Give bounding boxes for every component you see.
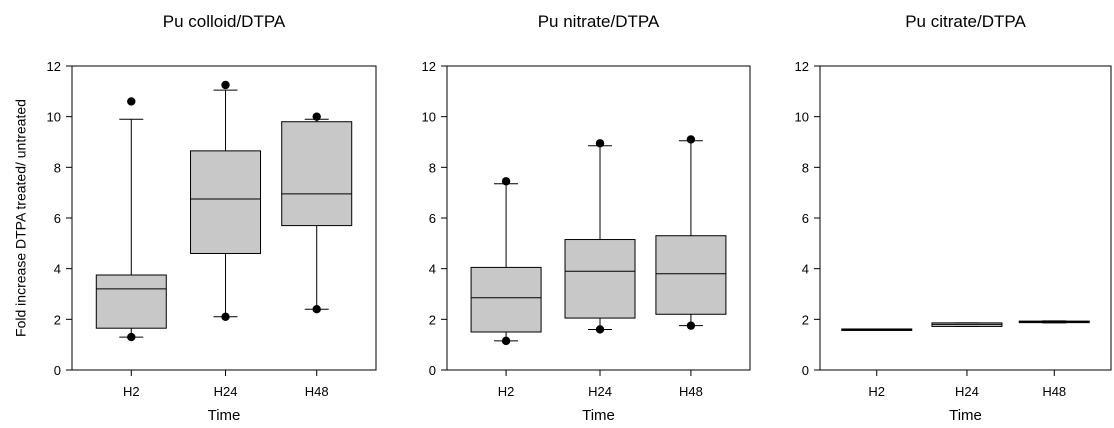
box-h24 — [564, 139, 636, 334]
y-axis-label: Fold increase DTPA treated/ untreated — [13, 99, 29, 337]
x-axis-label: Time — [949, 407, 982, 424]
x-tick-label: H48 — [1042, 384, 1066, 399]
y-tick-label: 12 — [47, 59, 61, 74]
y-tick-label: 12 — [422, 59, 436, 74]
chart-title: Pu colloid/DTPA — [163, 12, 286, 31]
box-h2 — [841, 328, 913, 331]
y-tick-label: 0 — [429, 363, 436, 378]
box-h48 — [655, 135, 727, 330]
box-iqr — [564, 239, 636, 319]
y-tick-label: 6 — [429, 211, 436, 226]
y-tick-label: 8 — [429, 160, 436, 175]
chart-panel-1: Pu colloid/DTPA 0 2 4 6 8 10 12 H2 H24 H48 Time — [47, 12, 377, 424]
outlier-point — [221, 312, 230, 321]
y-tick-label: 6 — [802, 211, 809, 226]
box-iqr — [281, 121, 353, 227]
outlier-point — [312, 112, 321, 121]
box-iqr — [95, 274, 167, 329]
y-tick-label: 8 — [54, 160, 61, 175]
x-tick-label: H24 — [588, 384, 612, 399]
y-tick-label: 2 — [802, 312, 809, 327]
y-tick-label: 10 — [795, 110, 809, 125]
chart-title: Pu nitrate/DTPA — [538, 12, 660, 31]
y-tick-label: 4 — [429, 262, 436, 277]
x-tick-label: H2 — [868, 384, 885, 399]
x-tick-label: H24 — [214, 384, 238, 399]
outlier-point — [501, 336, 511, 346]
outlier-point — [127, 97, 136, 106]
outlier-point — [127, 332, 136, 342]
chart-panel-3: Pu citrate/DTPA 0 2 4 6 8 10 12 H2 H24 H48 Time — [795, 12, 1112, 424]
box-h2 — [470, 177, 542, 346]
y-tick-label: 10 — [422, 110, 436, 125]
box-h48 — [1018, 320, 1090, 324]
y-tick-label: 4 — [54, 262, 61, 277]
box-h24 — [190, 80, 262, 321]
box-iqr — [190, 150, 262, 254]
x-tick-label: H24 — [955, 384, 979, 399]
outlier-point — [686, 321, 696, 330]
box-iqr — [655, 235, 727, 315]
outlier-point — [501, 177, 511, 186]
y-tick-label: 10 — [47, 110, 61, 125]
y-tick-label: 2 — [429, 312, 436, 327]
outlier-point — [686, 135, 696, 144]
chart-title: Pu citrate/DTPA — [905, 12, 1026, 31]
y-tick-label: 6 — [54, 211, 61, 226]
x-tick-label: H48 — [679, 384, 703, 399]
x-axis-label: Time — [208, 407, 241, 424]
y-tick-label: 12 — [795, 59, 809, 74]
box-h24 — [931, 322, 1003, 327]
y-tick-label: 2 — [54, 312, 61, 327]
y-tick-label: 8 — [802, 160, 809, 175]
outlier-point — [312, 305, 321, 314]
y-tick-label: 4 — [802, 262, 809, 277]
y-tick-label: 0 — [802, 363, 809, 378]
outlier-point — [221, 80, 230, 90]
x-tick-label: H2 — [498, 384, 515, 399]
outlier-point — [595, 139, 605, 148]
box-h2 — [95, 97, 167, 342]
outlier-point — [595, 325, 605, 334]
chart-panel-2: Pu nitrate/DTPA 0 2 4 6 8 10 12 H2 H24 H48 Time — [422, 12, 751, 424]
box-iqr — [470, 266, 542, 333]
box-h48 — [281, 112, 353, 314]
y-tick-label: 0 — [54, 363, 61, 378]
x-tick-label: H2 — [123, 384, 140, 399]
x-axis-label: Time — [582, 407, 615, 424]
x-tick-label: H48 — [305, 384, 329, 399]
